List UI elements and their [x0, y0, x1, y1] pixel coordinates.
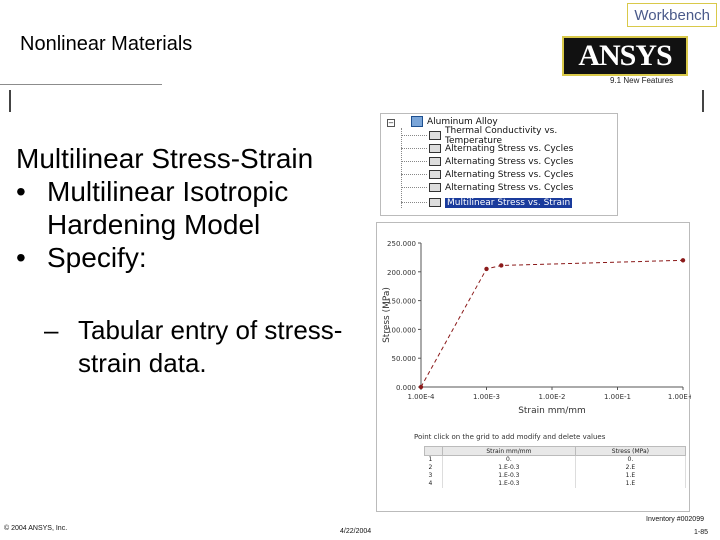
ansys-logo: ANSYS: [562, 36, 688, 76]
tree-item-label: Multilinear Stress vs. Strain: [445, 197, 573, 208]
right-vertical-mark: [702, 90, 704, 112]
strain-cell[interactable]: 1.E-0.3: [442, 471, 576, 480]
tree-root-label: Aluminum Alloy: [427, 116, 498, 127]
tree-guide-line: [401, 128, 402, 208]
tree-root[interactable]: Aluminum Alloy: [411, 116, 498, 127]
row-number: 4: [424, 479, 443, 488]
table-row[interactable]: 3 1.E-0.3 1.E: [424, 471, 687, 480]
material-icon: [411, 116, 423, 127]
bullet-text: Specify:: [47, 242, 147, 273]
slide-heading: Multilinear Stress-Strain: [16, 143, 314, 174]
x-tick-label: 1.00E+0: [668, 393, 691, 401]
bullet-item: • Specify:: [16, 241, 356, 274]
workbench-tab: Workbench: [627, 3, 717, 27]
y-tick-label: 0.000: [396, 384, 416, 392]
table-header-strain: Strain mm/mm: [442, 446, 576, 456]
tree-item[interactable]: Alternating Stress vs. Cycles: [429, 155, 573, 168]
sub-bullet-marker: –: [44, 315, 59, 345]
stress-cell[interactable]: 1.E: [575, 479, 687, 488]
bullet-list: Multilinear Stress-Strain • Multilinear …: [16, 142, 356, 274]
logo-subtitle: 9.1 New Features: [610, 76, 674, 85]
sub-bullet-text: Tabular entry of stress-strain data.: [78, 315, 343, 378]
logo-text: ANSYS: [578, 39, 672, 72]
y-tick-label: 200.000: [387, 269, 416, 277]
table-row[interactable]: 1 0. 0.: [424, 455, 687, 464]
tree-connector: [401, 135, 427, 136]
strain-cell[interactable]: 0.: [442, 455, 576, 464]
data-point: [484, 266, 489, 272]
tree-connector: [401, 148, 427, 149]
y-tick-label: 100.000: [387, 326, 416, 334]
tree-connector: [401, 202, 427, 203]
x-axis-label: Strain mm/mm: [518, 406, 586, 416]
footer-inventory: Inventory #002099: [646, 516, 704, 523]
table-note: Point click on the grid to add modify an…: [414, 433, 606, 441]
tree-item[interactable]: Thermal Conductivity vs. Temperature: [429, 126, 617, 146]
footer-date: 4/22/2004: [340, 528, 372, 535]
y-tick-label: 250.000: [387, 240, 416, 248]
stress-cell[interactable]: 0.: [575, 455, 687, 464]
graph-icon: [429, 183, 441, 192]
tree-item-label: Thermal Conductivity vs. Temperature: [445, 125, 558, 146]
graph-icon: [429, 170, 441, 179]
data-point: [418, 384, 424, 390]
stress-strain-chart: 0.000 50.000 100.000 150.000 200.000 250.000 1…: [382, 240, 691, 416]
tree-connector: [401, 174, 427, 175]
graph-icon: [429, 144, 441, 153]
data-point: [680, 258, 686, 263]
table-header-index: [424, 446, 443, 456]
collapse-icon[interactable]: −: [387, 119, 395, 127]
x-tick-label: 1.00E-2: [539, 393, 566, 401]
y-tick-label: 150.000: [387, 298, 416, 306]
tree-connector: [401, 161, 427, 162]
stress-cell[interactable]: 2.E: [575, 463, 687, 472]
y-axis-label: Stress (MPa): [382, 287, 392, 343]
data-point: [499, 263, 504, 268]
bullet-text: Multilinear Isotropic Hardening Model: [47, 176, 289, 240]
strain-cell[interactable]: 1.E-0.3: [442, 463, 576, 472]
tree-item-selected[interactable]: Multilinear Stress vs. Strain: [429, 196, 573, 209]
graph-icon: [429, 157, 441, 166]
footer-page-number: 1-85: [694, 529, 709, 536]
stress-strain-table: Strain mm/mm Stress (MPa) 1 0. 0. 2 1.E-…: [424, 446, 687, 488]
sub-bullet-item: – Tabular entry of stress-strain data.: [44, 314, 374, 380]
x-tick-label: 1.00E-3: [473, 393, 500, 401]
y-tick-label: 50.000: [392, 355, 417, 363]
graph-icon: [429, 131, 441, 140]
slide-title: Nonlinear Materials: [20, 33, 193, 55]
table-row[interactable]: 4 1.E-0.3 1.E: [424, 479, 687, 488]
graph-icon: [429, 198, 441, 207]
chart-panel: 0.000 50.000 100.000 150.000 200.000 250.000 1…: [376, 222, 691, 512]
bullet-marker: •: [16, 242, 26, 273]
row-number: 2: [424, 463, 443, 472]
bullet-item: • Multilinear Isotropic Hardening Model: [16, 175, 356, 241]
tree-item[interactable]: Alternating Stress vs. Cycles: [429, 142, 573, 155]
tree-item[interactable]: Alternating Stress vs. Cycles: [429, 181, 573, 194]
strain-cell[interactable]: 1.E-0.3: [442, 479, 576, 488]
left-vertical-mark: [9, 90, 11, 112]
tree-item-label: Alternating Stress vs. Cycles: [445, 156, 574, 167]
x-tick-label: 1.00E-1: [604, 393, 631, 401]
material-tree: − Aluminum Alloy Thermal Conductivity vs…: [380, 113, 618, 216]
table-header-stress: Stress (MPa): [574, 446, 687, 456]
series-line: [420, 259, 684, 388]
bullet-marker: •: [16, 176, 26, 207]
tree-item-label: Alternating Stress vs. Cycles: [445, 169, 574, 180]
tree-item-label: Alternating Stress vs. Cycles: [445, 143, 574, 154]
row-number: 3: [424, 471, 443, 480]
x-tick-label: 1.00E-4: [408, 393, 436, 401]
stress-cell[interactable]: 1.E: [575, 471, 687, 480]
row-number: 1: [424, 455, 443, 464]
title-divider: [0, 84, 162, 85]
table-header-row: Strain mm/mm Stress (MPa): [424, 446, 687, 456]
tree-item-label: Alternating Stress vs. Cycles: [445, 182, 574, 193]
tree-item[interactable]: Alternating Stress vs. Cycles: [429, 168, 573, 181]
table-row[interactable]: 2 1.E-0.3 2.E: [424, 463, 687, 472]
tree-connector: [401, 187, 427, 188]
footer-copyright: © 2004 ANSYS, Inc.: [4, 525, 68, 532]
